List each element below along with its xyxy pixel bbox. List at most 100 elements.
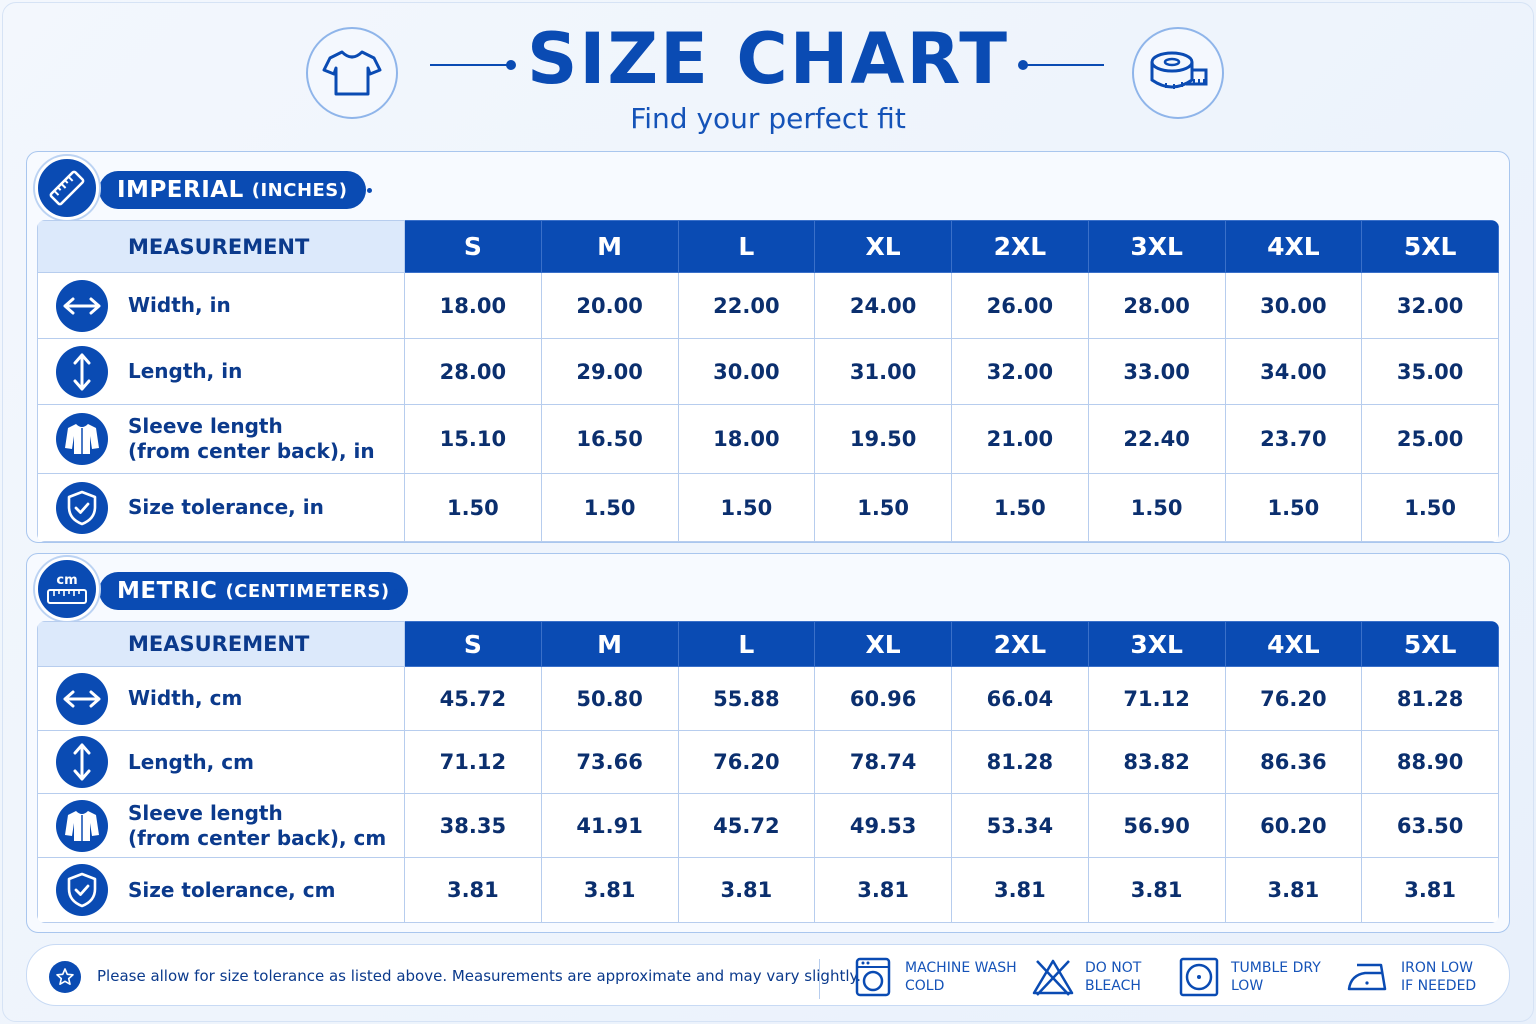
- care-do-not-bleach: DO NOT BLEACH: [1031, 957, 1141, 997]
- measurement-label-cell: Size tolerance, cm: [37, 857, 405, 923]
- value-cell: 3.81: [1087, 857, 1226, 923]
- value-cell: 1.50: [1361, 473, 1499, 542]
- horizontal-arrows-icon: [56, 672, 108, 725]
- value-cell: 56.90: [1087, 793, 1226, 858]
- size-header: 3XL: [1087, 220, 1226, 273]
- badge-dot: [367, 188, 372, 193]
- value-cell: 78.74: [814, 730, 952, 794]
- value-cell: 1.50: [1224, 473, 1363, 542]
- value-cell: 55.88: [677, 666, 816, 731]
- table-row: Width, cm 45.72 50.80 55.88 60.96 66.04 71.12 7…: [37, 666, 1499, 731]
- value-cell: 28.00: [404, 338, 542, 405]
- value-cell: 23.70: [1224, 404, 1363, 474]
- value-cell: 73.66: [540, 730, 679, 794]
- value-cell: 38.35: [404, 793, 542, 858]
- value-cell: 60.20: [1224, 793, 1363, 858]
- value-cell: 76.20: [677, 730, 816, 794]
- value-cell: 71.12: [404, 730, 542, 794]
- value-cell: 31.00: [814, 338, 952, 405]
- value-cell: 25.00: [1361, 404, 1499, 474]
- value-cell: 1.50: [540, 473, 679, 542]
- horizontal-arrows-icon: [56, 279, 108, 332]
- footer-note: Please allow for size tolerance as liste…: [97, 967, 862, 985]
- page-subtitle: Find your perfect fit: [630, 102, 906, 135]
- footer-divider: [819, 959, 820, 999]
- shield-check-icon: [56, 864, 108, 916]
- imperial-badge-main: IMPERIAL: [117, 177, 244, 203]
- size-header: 4XL: [1224, 220, 1363, 273]
- measurement-header: MEASUREMENT: [37, 621, 405, 667]
- table-row: Sleeve length (from center back), in 15.1…: [37, 404, 1499, 474]
- measurement-label: Width, cm: [128, 686, 243, 710]
- value-cell: 1.50: [951, 473, 1089, 542]
- value-cell: 30.00: [677, 338, 816, 405]
- value-cell: 1.50: [677, 473, 816, 542]
- imperial-badge-sub: (INCHES): [251, 179, 348, 201]
- shirt-sleeve-icon: [56, 799, 108, 852]
- value-cell: 81.28: [951, 730, 1089, 794]
- measurement-label-cell: Length, cm: [37, 730, 405, 794]
- value-cell: 63.50: [1361, 793, 1499, 858]
- value-cell: 50.80: [540, 666, 679, 731]
- value-cell: 35.00: [1361, 338, 1499, 405]
- value-cell: 45.72: [677, 793, 816, 858]
- page-title: SIZE CHART: [526, 18, 1010, 100]
- value-cell: 76.20: [1224, 666, 1363, 731]
- cm-text: cm: [56, 573, 77, 588]
- size-header: 5XL: [1361, 621, 1499, 667]
- size-header: M: [540, 220, 679, 273]
- size-header: S: [404, 220, 542, 273]
- measurement-label: Size tolerance, cm: [128, 877, 336, 902]
- table-row: Length, cm 71.12 73.66 76.20 78.74 81.28 83.82…: [37, 730, 1499, 794]
- care-machine-wash: MACHINE WASH COLD: [851, 957, 1017, 997]
- measurement-label-cell: Width, cm: [37, 666, 405, 731]
- imperial-badge: IMPERIAL (INCHES): [99, 171, 366, 209]
- measurement-label: Length, in: [128, 359, 243, 383]
- table-row: Size tolerance, in 1.50 1.50 1.50 1.50 1.50 1.…: [37, 473, 1499, 542]
- metric-badge-main: METRIC: [117, 578, 218, 604]
- vertical-arrows-icon: [56, 345, 108, 398]
- measurement-label: Width, in: [128, 293, 231, 317]
- measurement-label-cell: Sleeve length (from center back), in: [37, 404, 405, 474]
- value-cell: 86.36: [1224, 730, 1363, 794]
- cm-ruler-icon: cm: [35, 557, 99, 621]
- metric-badge: METRIC (CENTIMETERS): [99, 572, 408, 610]
- size-header: 3XL: [1087, 621, 1226, 667]
- size-header: XL: [814, 621, 952, 667]
- ruler-icon: [35, 156, 99, 220]
- metric-header-row: MEASUREMENT S M L XL 2XL 3XL 4XL 5XL: [37, 621, 1499, 667]
- decorative-line-left: [430, 64, 510, 66]
- size-header: XL: [814, 220, 952, 273]
- value-cell: 28.00: [1087, 272, 1226, 339]
- shield-check-icon: [56, 481, 108, 534]
- measuring-tape-icon: [1132, 27, 1224, 119]
- value-cell: 3.81: [540, 857, 679, 923]
- value-cell: 49.53: [814, 793, 952, 858]
- shirt-sleeve-icon: [56, 413, 108, 465]
- decorative-line-right: [1024, 64, 1104, 66]
- decorative-dot-left: [506, 60, 516, 70]
- do-not-bleach-icon: [1031, 957, 1075, 997]
- size-header: L: [677, 621, 816, 667]
- badge-dot: [393, 589, 398, 594]
- measurement-label-cell: Length, in: [37, 338, 405, 405]
- metric-badge-sub: (CENTIMETERS): [225, 580, 390, 602]
- measurement-label-cell: Width, in: [37, 272, 405, 339]
- value-cell: 81.28: [1361, 666, 1499, 731]
- value-cell: 34.00: [1224, 338, 1363, 405]
- value-cell: 1.50: [814, 473, 952, 542]
- size-header: 2XL: [951, 621, 1089, 667]
- star-icon: [49, 961, 81, 993]
- measurement-label: Length, cm: [128, 749, 254, 774]
- size-header: 2XL: [951, 220, 1089, 273]
- machine-wash-icon: [851, 957, 895, 997]
- value-cell: 3.81: [1224, 857, 1363, 923]
- value-cell: 15.10: [404, 404, 542, 474]
- imperial-header-row: MEASUREMENT S M L XL 2XL 3XL 4XL 5XL: [37, 220, 1499, 273]
- measurement-label: Size tolerance, in: [128, 495, 324, 519]
- decorative-dot-right: [1018, 60, 1028, 70]
- metric-section: METRIC (CENTIMETERS) cm MEASUREMENT S M …: [26, 553, 1510, 933]
- measurement-label-cell: Sleeve length (from center back), cm: [37, 793, 405, 858]
- value-cell: 1.50: [1087, 473, 1226, 542]
- value-cell: 29.00: [540, 338, 679, 405]
